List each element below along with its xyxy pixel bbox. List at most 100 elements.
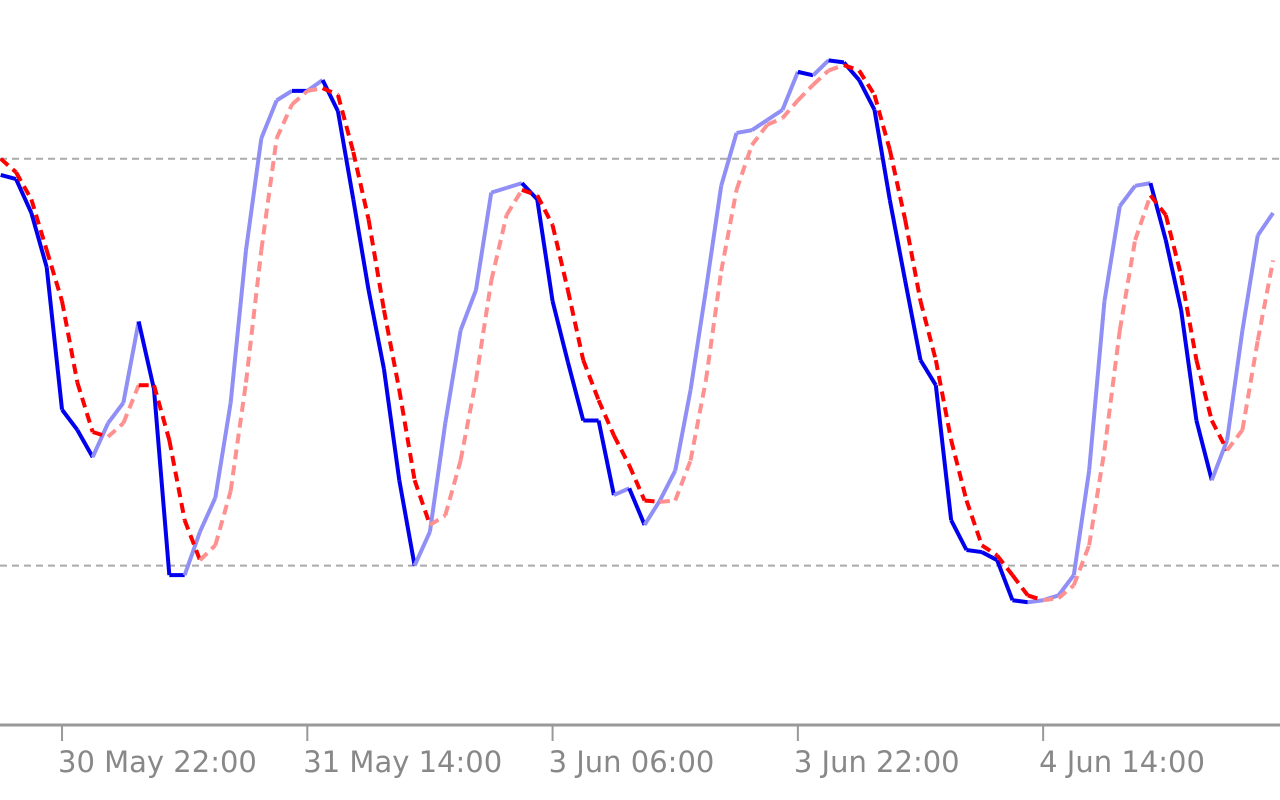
line-segment — [243, 138, 264, 251]
line-segment — [673, 459, 693, 502]
line-segment — [397, 479, 417, 566]
line-segment — [872, 94, 892, 151]
line-segment — [106, 401, 125, 425]
line-segment — [381, 368, 402, 481]
line-segment — [796, 83, 815, 102]
line-segment — [903, 280, 923, 361]
line-segment — [918, 300, 938, 361]
line-segment — [443, 459, 463, 516]
line-segment — [887, 199, 908, 282]
line-segment — [428, 513, 447, 527]
line-segment — [1042, 596, 1059, 603]
line-segment — [1133, 194, 1153, 241]
line-segment — [306, 86, 323, 93]
line-segment — [1256, 211, 1275, 237]
line-segment — [1179, 274, 1199, 361]
line-segment — [121, 321, 141, 404]
line-segment — [259, 99, 279, 140]
line-segment — [14, 178, 34, 214]
line-segment — [167, 439, 187, 521]
line-segment — [980, 543, 999, 558]
line-segment — [0, 157, 18, 174]
line-segment — [75, 381, 95, 433]
line-segment — [766, 116, 784, 127]
line-segment — [1225, 428, 1245, 452]
line-segment — [320, 79, 340, 113]
line-segment — [136, 321, 156, 390]
line-segment — [535, 194, 555, 227]
line-segment — [995, 559, 1015, 601]
line-segment — [152, 389, 172, 576]
line-segment — [688, 380, 708, 461]
line-segment — [949, 519, 969, 551]
line-segment — [688, 289, 708, 391]
line-segment — [443, 329, 463, 424]
line-segment — [335, 110, 356, 200]
line-segment — [44, 249, 64, 302]
line-segment — [535, 199, 555, 302]
line-segment — [750, 123, 769, 147]
line-segment — [1209, 419, 1229, 452]
x-tick-label: 31 May 14:00 — [303, 745, 502, 779]
line-segment — [213, 490, 233, 546]
line-segment — [505, 181, 523, 190]
line-segment — [565, 289, 586, 361]
line-segment — [1071, 544, 1091, 587]
line-segment — [811, 69, 830, 87]
line-segment — [1087, 450, 1107, 546]
line-segment — [734, 144, 754, 191]
x-tick-label: 3 Jun 06:00 — [549, 745, 715, 779]
line-segment — [1118, 184, 1137, 208]
line-segment — [1027, 598, 1044, 605]
line-segment — [736, 128, 753, 135]
line-segment — [964, 499, 984, 546]
line-segment — [797, 69, 814, 78]
line-segment — [887, 149, 908, 221]
line-segment — [228, 382, 248, 492]
line-segment — [1163, 239, 1184, 311]
line-segment — [933, 359, 954, 441]
line-segment — [243, 250, 264, 383]
line-segment — [351, 151, 371, 221]
line-segment — [490, 185, 508, 195]
line-segment — [427, 422, 448, 532]
line-segment — [336, 94, 356, 153]
line-segment — [381, 309, 402, 391]
line-segment — [489, 214, 509, 282]
line-segment — [857, 69, 877, 97]
line-segment — [1102, 205, 1122, 302]
line-segment — [1240, 235, 1260, 331]
line-segment — [750, 118, 769, 132]
line-segment — [1102, 330, 1122, 451]
line-segment — [627, 464, 647, 502]
line-segment — [44, 266, 65, 410]
line-segment — [198, 496, 218, 533]
line-segment — [412, 479, 432, 526]
line-segment — [766, 108, 784, 122]
line-segment — [857, 79, 877, 111]
line-segment — [627, 487, 647, 526]
line-segment — [1163, 214, 1184, 276]
line-segment — [29, 198, 49, 251]
line-segment — [596, 420, 616, 496]
line-segment — [1179, 309, 1199, 421]
line-segment — [182, 519, 202, 561]
line-segment — [521, 188, 538, 198]
line-segment — [90, 422, 110, 458]
line-segment — [581, 359, 601, 401]
line-segment — [290, 89, 309, 106]
line-segment — [228, 250, 248, 404]
line-segment — [1027, 593, 1044, 603]
line-segment — [781, 99, 800, 120]
line-segment — [612, 434, 632, 467]
line-segment — [1071, 470, 1092, 576]
line-segment — [92, 430, 109, 439]
line-segment — [1010, 573, 1030, 597]
line-segment — [1012, 598, 1029, 605]
line-segment — [1057, 583, 1076, 600]
line-segment — [106, 421, 125, 439]
line-segment — [259, 138, 279, 251]
line-segment — [980, 550, 999, 562]
line-segment — [644, 498, 661, 504]
line-segment — [504, 188, 524, 217]
